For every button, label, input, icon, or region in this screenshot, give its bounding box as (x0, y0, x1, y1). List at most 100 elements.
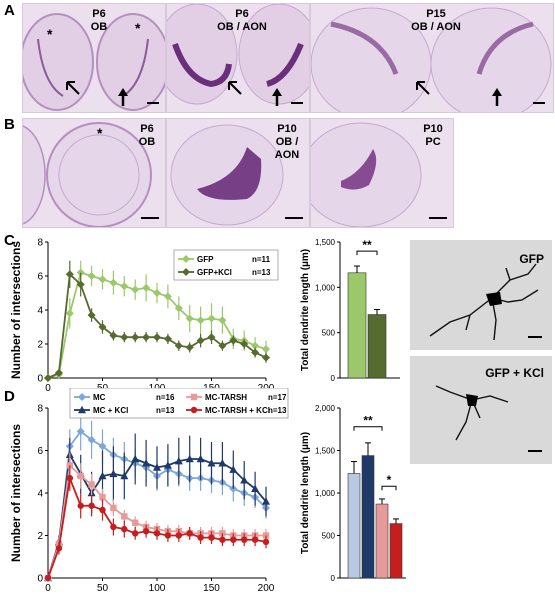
legend-n: n=17 (268, 393, 287, 402)
data-point (98, 323, 107, 331)
piriform-cortex-section (311, 122, 422, 227)
scale-bar-b3 (429, 217, 447, 219)
legend-n: n=11 (252, 255, 271, 264)
series-mc-kcl (44, 433, 270, 582)
data-point (196, 316, 205, 325)
data-point (251, 484, 260, 492)
dendrite-length-chart-c: 0 500 1,000 1,500 Total dendrite length (µm)… (300, 238, 400, 383)
data-point (88, 502, 95, 509)
y-axis-label: Total dendrite length (µm) (300, 249, 311, 371)
data-point (87, 272, 96, 280)
data-point (121, 525, 128, 533)
histology-image-b3: P10 PC (310, 118, 454, 228)
y-tick-label: 6 (37, 272, 43, 283)
neuron-tracing-kcl (435, 385, 509, 441)
histology-image-a2: P6 OB / AON (166, 3, 310, 113)
olfactory-bulb-p6-section (23, 122, 152, 227)
data-point (77, 472, 84, 480)
legend-n: n=13 (156, 406, 175, 415)
data-point (262, 353, 270, 362)
data-point (208, 534, 215, 541)
data-point (54, 368, 63, 377)
data-point (120, 282, 129, 291)
data-point (229, 336, 238, 345)
data-point (185, 454, 194, 463)
neuron-micrograph-gfp-kcl: GFP + KCl (410, 356, 552, 464)
significance-label: ** (363, 414, 373, 428)
data-point (65, 309, 74, 318)
data-point (76, 427, 85, 436)
x-tick-label: 50 (97, 383, 109, 392)
legend-label: MC + KCl (93, 406, 128, 415)
data-point (218, 316, 227, 325)
legend-label: MC-TARSH (205, 393, 247, 402)
data-point (44, 574, 52, 582)
y-axis-label: Number of intersections (9, 424, 23, 562)
data-point (229, 465, 238, 473)
data-point (142, 333, 151, 342)
bar-mc-tarsh (375, 503, 389, 579)
data-point (240, 340, 249, 348)
data-point (163, 292, 172, 301)
label-a3-line2: OB / AON (411, 21, 461, 33)
data-point (218, 459, 227, 467)
data-point (240, 476, 249, 484)
data-point (153, 289, 161, 297)
data-point (88, 481, 95, 488)
data-point (121, 513, 128, 520)
y-tick-label: 1,000 (315, 489, 336, 498)
panel-letter-d: D (4, 388, 15, 405)
data-point (98, 471, 107, 480)
data-point (163, 461, 172, 469)
label-a2-line1: P6 (235, 8, 249, 20)
x-tick-label: 0 (45, 383, 51, 392)
scale-bar-gfp-kcl (528, 450, 542, 452)
data-point (164, 532, 172, 539)
x-tick-label: 50 (97, 583, 109, 594)
scale-bar-a2 (291, 102, 303, 104)
data-point (55, 545, 63, 552)
sholl-chart-d: 0 2 4 6 8 0 50 100 150 200 Distance from soma (µm)… (9, 388, 289, 596)
significance-bracket (381, 485, 397, 491)
data-point (196, 336, 205, 345)
data-point (142, 283, 151, 292)
x-tick-label: 0 (45, 583, 51, 594)
data-point (174, 341, 183, 350)
x-axis-label: Distance from soma (µm) (85, 594, 229, 596)
data-point (174, 456, 183, 465)
panel-letter-c: C (4, 232, 15, 249)
label-b2-line1: P10 (277, 123, 297, 135)
data-point (185, 343, 194, 352)
data-point (185, 314, 194, 323)
data-point (109, 278, 118, 287)
data-point (99, 494, 106, 501)
filled-arrow-icon (272, 88, 282, 106)
asterisk-a1-right: * (135, 20, 141, 36)
olfactory-bulb-aon-section (167, 4, 309, 105)
significance-label: ** (362, 238, 372, 252)
data-point (87, 435, 96, 444)
data-point (262, 345, 270, 354)
label-a3-line1: P15 (426, 8, 446, 20)
x-tick-label: 150 (203, 383, 220, 392)
data-point (132, 519, 139, 526)
neuron-micrograph-gfp: GFP (410, 240, 552, 350)
histology-image-a1: P6 OB * * (22, 3, 166, 113)
data-point (207, 314, 216, 323)
neuron-tracing (429, 263, 539, 341)
olfactory-bulb-p15-section (311, 7, 552, 112)
sholl-chart-c: 02468050100150200Distance from soma (µm)… (9, 238, 279, 392)
y-tick-label: 500 (322, 329, 336, 338)
bar-gfp-kcl (367, 314, 387, 379)
legend-marker (190, 393, 198, 401)
data-point (153, 530, 161, 537)
data-point (110, 504, 117, 512)
data-point (153, 333, 161, 342)
legend-n: n=13 (252, 268, 271, 277)
histology-image-b1: P6 OB * (22, 118, 166, 228)
significance-bracket (353, 426, 383, 431)
legend-box (69, 388, 289, 419)
data-point (131, 285, 140, 294)
data-point (110, 523, 117, 531)
scale-bar-a1 (147, 102, 159, 104)
